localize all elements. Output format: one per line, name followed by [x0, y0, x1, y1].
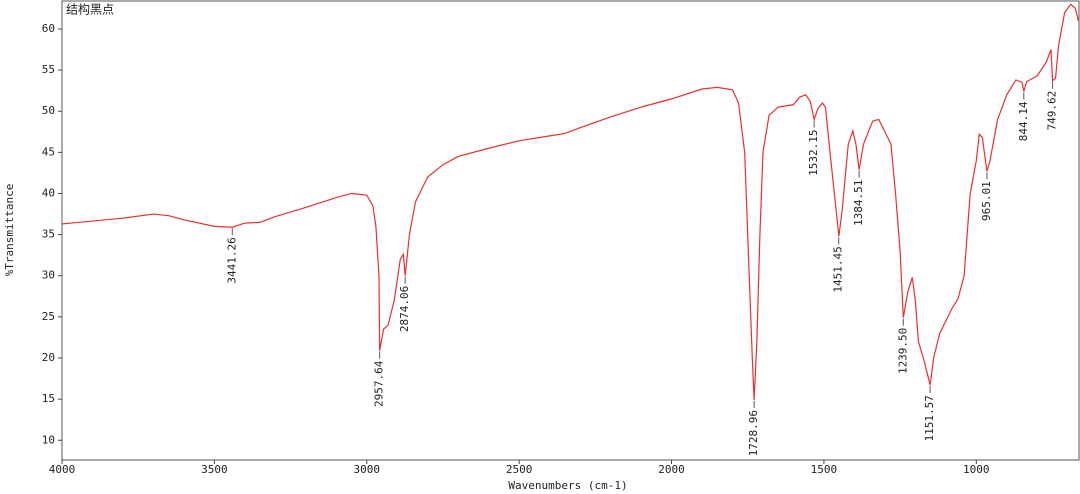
x-axis-label: Wavenumbers (cm-1)	[508, 479, 627, 492]
spectrum-line	[62, 3, 1079, 400]
x-tick-label: 2000	[658, 463, 685, 476]
peak-label: 3441.26	[225, 237, 238, 283]
x-tick-label: 3000	[354, 463, 381, 476]
x-tick-label: 2500	[506, 463, 533, 476]
y-tick-label: 60	[42, 22, 55, 35]
y-tick-label: 20	[42, 351, 55, 364]
peak-label: 965.01	[980, 181, 993, 221]
peak-label: 1239.50	[896, 328, 909, 374]
peak-label: 749.62	[1046, 91, 1059, 131]
x-tick-label: 1500	[811, 463, 838, 476]
peak-label: 2874.06	[398, 286, 411, 332]
y-tick-label: 50	[42, 104, 55, 117]
peak-label: 1728.96	[747, 410, 760, 456]
peak-label: 2957.64	[373, 360, 386, 407]
peak-label: 1151.57	[923, 395, 936, 441]
x-tick-label: 4000	[49, 463, 76, 476]
plot-frame	[61, 0, 1080, 461]
y-tick-label: 40	[42, 186, 55, 199]
peak-label: 1451.45	[832, 246, 845, 292]
y-tick-label: 10	[42, 433, 55, 446]
x-tick-label: 1000	[963, 463, 990, 476]
y-tick-label: 15	[42, 392, 55, 405]
y-tick-label: 35	[42, 228, 55, 241]
peak-label: 844.14	[1017, 101, 1030, 141]
y-tick-label: 45	[42, 145, 55, 158]
y-axis-label: %Transmittance	[3, 184, 16, 277]
x-tick-label: 3500	[201, 463, 228, 476]
y-tick-label: 55	[42, 63, 55, 76]
peak-label: 1532.15	[807, 129, 820, 175]
chart-title: 结构黑点	[66, 2, 114, 17]
y-tick-label: 30	[42, 269, 55, 282]
y-tick-label: 25	[42, 310, 55, 323]
peak-label: 1384.51	[852, 180, 865, 226]
